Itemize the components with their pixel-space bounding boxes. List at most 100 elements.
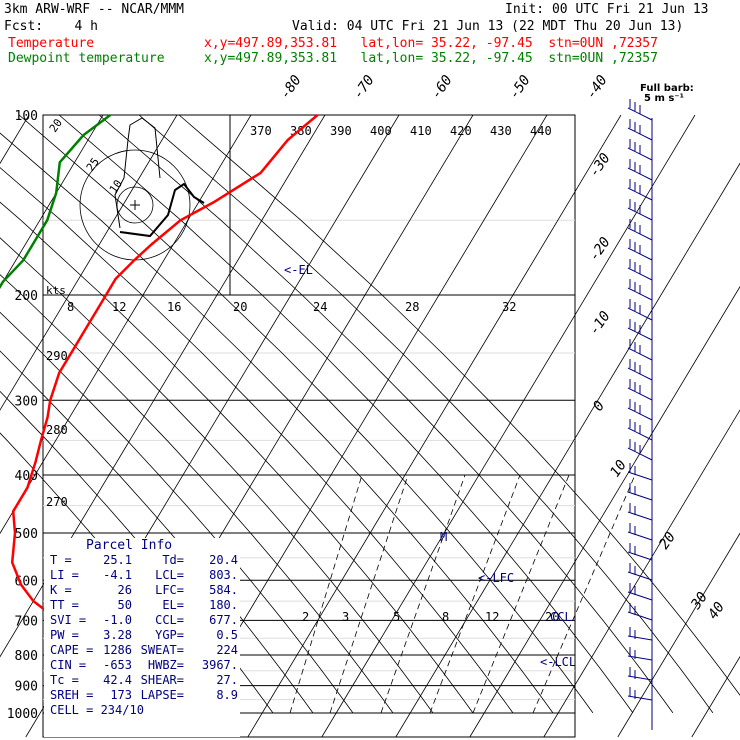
parcel-row: SVI = -1.0 CCL= 677. (44, 613, 240, 628)
isotherm-label: -60 (428, 72, 456, 102)
mixing-ratio-line (472, 474, 570, 714)
parcel-row: Tc = 42.4 SHEAR= 27. (44, 673, 240, 688)
isotherm-label: 20 (656, 529, 679, 552)
theta-label: 390 (330, 124, 352, 138)
pressure-tick-label: 700 (15, 614, 38, 629)
wind-barb (627, 591, 653, 601)
hodograph-ring-label: 10 (107, 177, 125, 195)
isotherm-line (321, 114, 696, 738)
isotherm-label: -70 (350, 72, 378, 102)
parcel-label: SREH = (50, 688, 94, 702)
parcel-info-title: Parcel Info (86, 538, 173, 553)
mixing-ratio-line (429, 474, 521, 714)
dry-adiabat-line (0, 274, 394, 714)
parcel-label: PW = (50, 628, 79, 642)
parcel-label: CIN = (50, 658, 87, 672)
temperature-location: x,y=497.89,353.81 lat,lon= 35.22, -97.45… (204, 36, 658, 51)
hodograph-speed-label: 24 (313, 300, 327, 314)
parcel-label: SVI = (50, 613, 87, 627)
mixing-ratio-label: 8 (442, 610, 449, 624)
parcel-value: 584. (209, 583, 238, 597)
theta-label: 400 (370, 124, 392, 138)
mixing-ratio-label: 5 (393, 610, 400, 624)
parcel-value: 8.9 (216, 688, 238, 702)
pressure-tick-label: 900 (15, 680, 38, 695)
hodograph-speed-label: 12 (112, 300, 126, 314)
dry-adiabat-line (18, 114, 594, 714)
mixing-ratio-label: 12 (485, 610, 499, 624)
theta-label: 420 (450, 124, 472, 138)
dry-adiabat-line (58, 114, 634, 714)
barb-legend-title: Full barb: (640, 83, 694, 94)
parcel-level-annotation: <-EL (284, 263, 313, 277)
isotherm-label: 10 (607, 457, 630, 480)
temperature-legend: Temperature (8, 36, 95, 51)
valid-time: Valid: 04 UTC Fri 21 Jun 13 (22 MDT Thu … (292, 19, 684, 34)
dry-adiabat-line (0, 237, 434, 714)
parcel-label: LCL= (147, 568, 184, 582)
wind-barb (627, 611, 653, 621)
parcel-value: 20.4 (209, 553, 238, 567)
theta-label: 440 (530, 124, 552, 138)
hodograph-ring-label: 25 (84, 155, 102, 173)
parcel-value: 27. (216, 673, 238, 687)
parcel-value: 42.4 (103, 673, 132, 687)
pressure-tick-label: 200 (15, 289, 38, 304)
parcel-row: CAPE = 1286 SWEAT= 224 (44, 643, 240, 658)
parcel-label: LI = (50, 568, 79, 582)
wind-barb (627, 551, 653, 561)
theta-label: 280 (46, 423, 68, 437)
parcel-label: EL= (155, 598, 184, 612)
isotherm-line (0, 114, 326, 658)
isotherm-label: 0 (590, 398, 608, 414)
wind-barb (627, 571, 653, 581)
parcel-row: SREH = 173 LAPSE= 8.9 (44, 688, 240, 703)
mixing-ratio-line (289, 474, 363, 714)
dry-adiabat-line (0, 167, 514, 714)
parcel-value: 173 (110, 688, 132, 702)
parcel-label: SWEAT= (133, 643, 184, 657)
parcel-info-panel: Parcel Info T = 25.1 Td= 20.4 LI = -4.1 LCL=… (44, 538, 240, 737)
isotherm-line (0, 114, 30, 165)
parcel-label: CAPE = (50, 643, 94, 657)
parcel-label: Tc = (50, 673, 79, 687)
mixing-ratio-line (380, 474, 466, 714)
pressure-tick-label: 800 (15, 649, 38, 664)
hodograph-trace (119, 182, 205, 238)
parcel-label: TT = (50, 598, 79, 612)
parcel-value: 3.28 (103, 628, 132, 642)
parcel-row: LI = -4.1 LCL= 803. (44, 568, 240, 583)
mixing-ratio-line (329, 474, 409, 714)
parcel-value: 677. (209, 613, 238, 627)
isotherm-label: -50 (506, 72, 534, 102)
isotherm-line (691, 655, 740, 738)
isotherm-label: -30 (586, 150, 614, 180)
parcel-value: 1286 (103, 643, 132, 657)
dewpoint-profile (0, 113, 112, 290)
wind-barb (627, 471, 653, 481)
isotherm-line (617, 532, 740, 738)
wind-barb (627, 695, 653, 701)
parcel-level-annotation: <-LCL (540, 655, 576, 669)
theta-label: 270 (46, 495, 68, 509)
dewpoint-legend: Dewpoint temperature (8, 51, 165, 66)
isotherm-label: -40 (583, 72, 611, 102)
parcel-label: Td= (155, 553, 184, 567)
dry-adiabat-line (178, 114, 740, 696)
isotherm-label: 40 (705, 599, 728, 622)
theta-label: 430 (490, 124, 512, 138)
isotherm-line (247, 114, 622, 738)
pressure-tick-label: 300 (15, 394, 38, 409)
pressure-tick-label: 500 (15, 527, 38, 542)
parcel-label: K = (50, 583, 72, 597)
isotherm-label: -80 (277, 72, 305, 102)
parcel-label: YGP= (147, 628, 184, 642)
hodograph-speed-label: 32 (502, 300, 516, 314)
wind-barb (627, 655, 653, 661)
cell-motion: CELL = 234/10 (50, 703, 144, 717)
hodograph-ring-label: 20 (47, 116, 65, 134)
parcel-value: -1.0 (103, 613, 132, 627)
dry-adiabat-line (98, 114, 674, 714)
forecast-hour: Fcst: 4 h (4, 19, 98, 34)
parcel-value: 180. (209, 598, 238, 612)
